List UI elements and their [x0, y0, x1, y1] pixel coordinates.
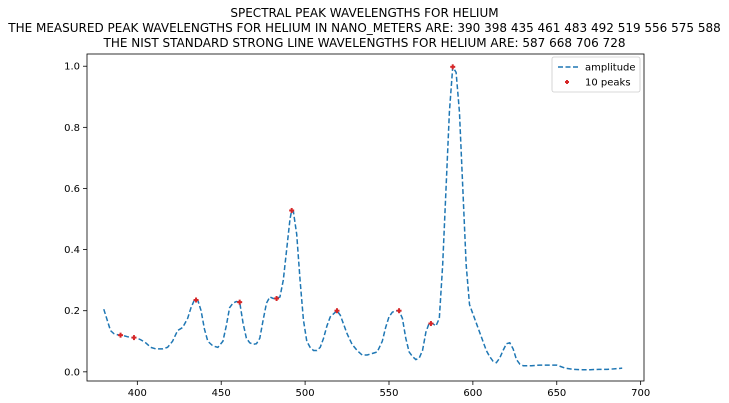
y-tick-label: 0.0: [64, 367, 80, 378]
amplitude-line: [103, 64, 623, 371]
x-tick-label: 650: [547, 388, 566, 399]
x-tick-label: 450: [212, 388, 231, 399]
peak-marker: [274, 295, 280, 301]
peak-marker: [131, 335, 137, 341]
peak-marker: [450, 64, 456, 70]
peak-markers: [118, 64, 456, 341]
chart-subtitle-nist: THE NIST STANDARD STRONG LINE WAVELENGTH…: [103, 36, 626, 50]
x-tick-label: 700: [631, 388, 650, 399]
x-tick-label: 400: [128, 388, 147, 399]
plot-area-border: [86, 53, 645, 382]
y-tick-label: 0.8: [64, 123, 80, 134]
legend-amplitude-label: amplitude: [585, 63, 636, 74]
peak-marker: [118, 332, 124, 338]
peak-marker: [237, 299, 243, 305]
chart-subtitle-measured: THE MEASURED PEAK WAVELENGTHS FOR HELIUM…: [8, 21, 721, 35]
peak-marker: [289, 207, 295, 213]
peak-marker: [428, 321, 434, 327]
y-axis: 0.0 0.2 0.4 0.6 0.8 1.0: [64, 62, 87, 378]
y-tick-label: 0.2: [64, 306, 80, 317]
x-tick-label: 550: [379, 388, 398, 399]
legend-peaks-swatch: [565, 80, 569, 84]
peak-marker: [193, 297, 199, 303]
legend: amplitude 10 peaks: [551, 56, 641, 93]
x-tick-label: 600: [463, 388, 482, 399]
legend-peaks-label: 10 peaks: [585, 78, 631, 89]
chart-title: SPECTRAL PEAK WAVELENGTHS FOR HELIUM: [230, 6, 499, 20]
chart-title-block: SPECTRAL PEAK WAVELENGTHS FOR HELIUM THE…: [0, 6, 729, 51]
peak-marker: [334, 308, 340, 314]
y-tick-label: 0.6: [64, 184, 80, 195]
x-tick-label: 500: [296, 388, 315, 399]
y-tick-label: 0.4: [64, 245, 80, 256]
y-tick-label: 1.0: [64, 62, 80, 73]
peak-marker: [396, 308, 402, 314]
legend-box: [551, 56, 641, 93]
x-axis: 400 450 500 550 600 650 700: [128, 381, 650, 399]
